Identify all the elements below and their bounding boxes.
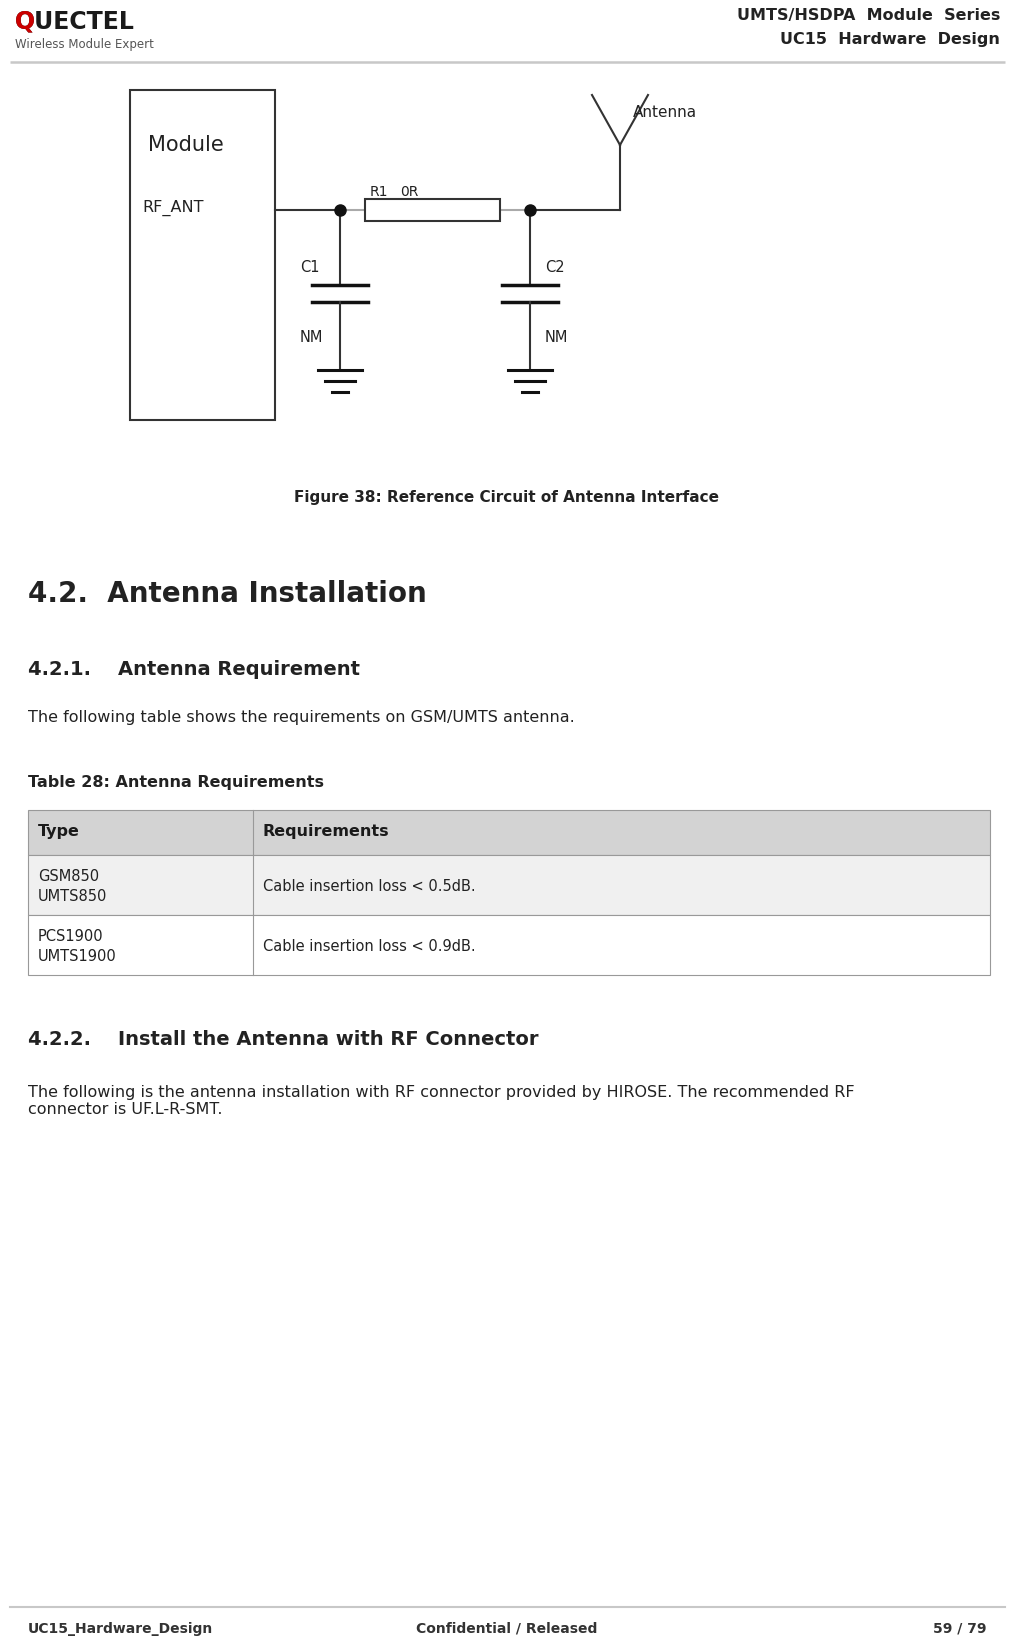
Bar: [365, 198, 500, 221]
Text: Requirements: Requirements: [263, 824, 390, 839]
Text: 4.2.1.    Antenna Requirement: 4.2.1. Antenna Requirement: [28, 661, 360, 679]
Text: UMTS1900: UMTS1900: [38, 949, 117, 964]
Text: C1: C1: [300, 261, 320, 275]
Text: Wireless Module Expert: Wireless Module Expert: [15, 38, 154, 51]
Text: GSM850: GSM850: [38, 869, 99, 883]
Bar: [28, 856, 990, 915]
Bar: [28, 915, 990, 975]
Text: The following table shows the requirements on GSM/UMTS antenna.: The following table shows the requiremen…: [28, 710, 574, 724]
Text: Cable insertion loss < 0.5dB.: Cable insertion loss < 0.5dB.: [263, 879, 476, 893]
Text: UMTS/HSDPA  Module  Series: UMTS/HSDPA Module Series: [737, 8, 1000, 23]
Text: 4.2.2.    Install the Antenna with RF Connector: 4.2.2. Install the Antenna with RF Conne…: [28, 1029, 539, 1049]
Text: Antenna: Antenna: [633, 105, 697, 120]
Text: Confidential / Released: Confidential / Released: [416, 1623, 598, 1636]
Text: 4.2.  Antenna Installation: 4.2. Antenna Installation: [28, 580, 426, 608]
Text: Type: Type: [38, 824, 80, 839]
Bar: [28, 810, 990, 856]
Text: UC15_Hardware_Design: UC15_Hardware_Design: [28, 1623, 213, 1636]
Text: UC15  Hardware  Design: UC15 Hardware Design: [781, 33, 1000, 48]
Text: The following is the antenna installation with RF connector provided by HIROSE. : The following is the antenna installatio…: [28, 1085, 855, 1118]
Text: C2: C2: [545, 261, 564, 275]
Text: Table 28: Antenna Requirements: Table 28: Antenna Requirements: [28, 775, 324, 790]
Text: R1: R1: [370, 185, 389, 198]
Text: NM: NM: [300, 329, 324, 344]
Text: RF_ANT: RF_ANT: [142, 200, 203, 216]
Text: Cable insertion loss < 0.9dB.: Cable insertion loss < 0.9dB.: [263, 939, 476, 954]
Text: QUECTEL: QUECTEL: [15, 10, 135, 34]
Text: Module: Module: [148, 134, 223, 156]
Text: Q: Q: [15, 10, 36, 34]
Text: Figure 38: Reference Circuit of Antenna Interface: Figure 38: Reference Circuit of Antenna …: [294, 490, 720, 505]
Text: PCS1900: PCS1900: [38, 929, 104, 944]
Text: UMTS850: UMTS850: [38, 888, 108, 905]
Text: 0R: 0R: [400, 185, 418, 198]
Bar: [130, 90, 275, 420]
Text: NM: NM: [545, 329, 568, 344]
Text: 59 / 79: 59 / 79: [934, 1623, 987, 1636]
